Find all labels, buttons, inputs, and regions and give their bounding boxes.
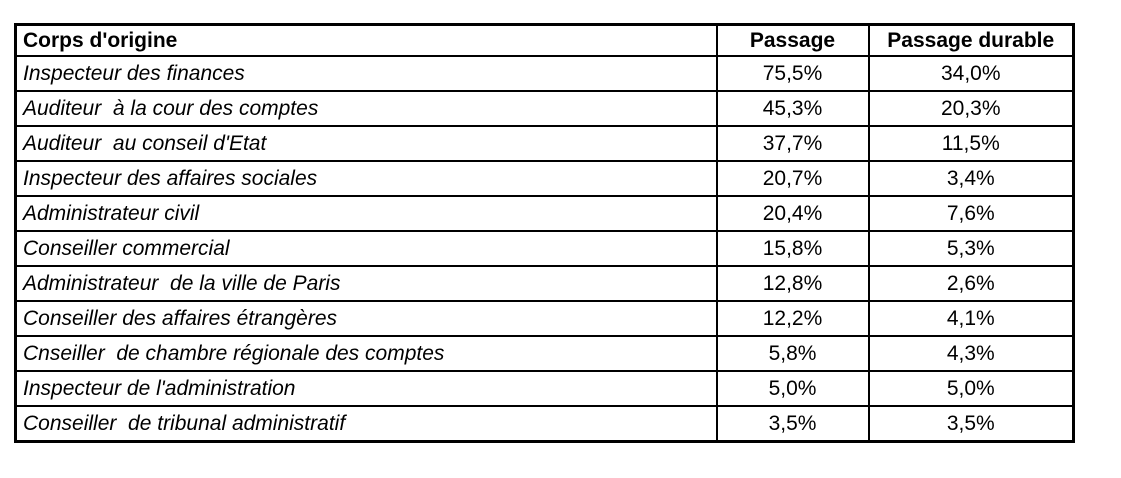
passage-durable-cell: 20,3% xyxy=(867,90,1075,127)
corps-cell: Conseiller des affaires étrangères xyxy=(14,300,718,337)
column-header-corps-origine: Corps d'origine xyxy=(14,23,718,57)
table-row: Inspecteur de l'administration 5,0% 5,0% xyxy=(14,370,1075,407)
passage-cell: 37,7% xyxy=(715,125,870,162)
passage-cell: 3,5% xyxy=(715,405,870,443)
corps-passage-table: Corps d'origine Passage Passage durable … xyxy=(14,23,1075,443)
table-row: Cnseiller de chambre régionale des compt… xyxy=(14,335,1075,372)
column-header-passage-durable: Passage durable xyxy=(867,23,1075,57)
passage-durable-cell: 34,0% xyxy=(867,55,1075,92)
passage-durable-cell: 4,3% xyxy=(867,335,1075,372)
passage-cell: 12,8% xyxy=(715,265,870,302)
corps-cell: Administrateur de la ville de Paris xyxy=(14,265,718,302)
passage-durable-cell: 7,6% xyxy=(867,195,1075,232)
table-row: Administrateur civil 20,4% 7,6% xyxy=(14,195,1075,232)
passage-cell: 45,3% xyxy=(715,90,870,127)
corps-cell: Auditeur à la cour des comptes xyxy=(14,90,718,127)
passage-cell: 15,8% xyxy=(715,230,870,267)
passage-cell: 20,7% xyxy=(715,160,870,197)
passage-cell: 12,2% xyxy=(715,300,870,337)
passage-durable-cell: 3,4% xyxy=(867,160,1075,197)
table-row: Auditeur au conseil d'Etat 37,7% 11,5% xyxy=(14,125,1075,162)
table-row: Inspecteur des finances 75,5% 34,0% xyxy=(14,55,1075,92)
passage-cell: 5,8% xyxy=(715,335,870,372)
passage-cell: 5,0% xyxy=(715,370,870,407)
passage-durable-cell: 2,6% xyxy=(867,265,1075,302)
passage-durable-cell: 5,0% xyxy=(867,370,1075,407)
corps-cell: Administrateur civil xyxy=(14,195,718,232)
passage-cell: 75,5% xyxy=(715,55,870,92)
corps-cell: Conseiller de tribunal administratif xyxy=(14,405,718,443)
corps-passage-table-container: Corps d'origine Passage Passage durable … xyxy=(14,23,1075,443)
passage-durable-cell: 11,5% xyxy=(867,125,1075,162)
corps-cell: Auditeur au conseil d'Etat xyxy=(14,125,718,162)
table-row: Conseiller de tribunal administratif 3,5… xyxy=(14,405,1075,443)
header-row: Corps d'origine Passage Passage durable xyxy=(14,23,1075,57)
table-row: Conseiller commercial 15,8% 5,3% xyxy=(14,230,1075,267)
column-header-passage: Passage xyxy=(715,23,870,57)
passage-durable-cell: 3,5% xyxy=(867,405,1075,443)
passage-durable-cell: 4,1% xyxy=(867,300,1075,337)
passage-cell: 20,4% xyxy=(715,195,870,232)
table-row: Inspecteur des affaires sociales 20,7% 3… xyxy=(14,160,1075,197)
corps-cell: Conseiller commercial xyxy=(14,230,718,267)
passage-durable-cell: 5,3% xyxy=(867,230,1075,267)
corps-cell: Inspecteur des finances xyxy=(14,55,718,92)
table-row: Conseiller des affaires étrangères 12,2%… xyxy=(14,300,1075,337)
corps-cell: Inspecteur de l'administration xyxy=(14,370,718,407)
table-row: Administrateur de la ville de Paris 12,8… xyxy=(14,265,1075,302)
table-row: Auditeur à la cour des comptes 45,3% 20,… xyxy=(14,90,1075,127)
corps-cell: Cnseiller de chambre régionale des compt… xyxy=(14,335,718,372)
corps-cell: Inspecteur des affaires sociales xyxy=(14,160,718,197)
